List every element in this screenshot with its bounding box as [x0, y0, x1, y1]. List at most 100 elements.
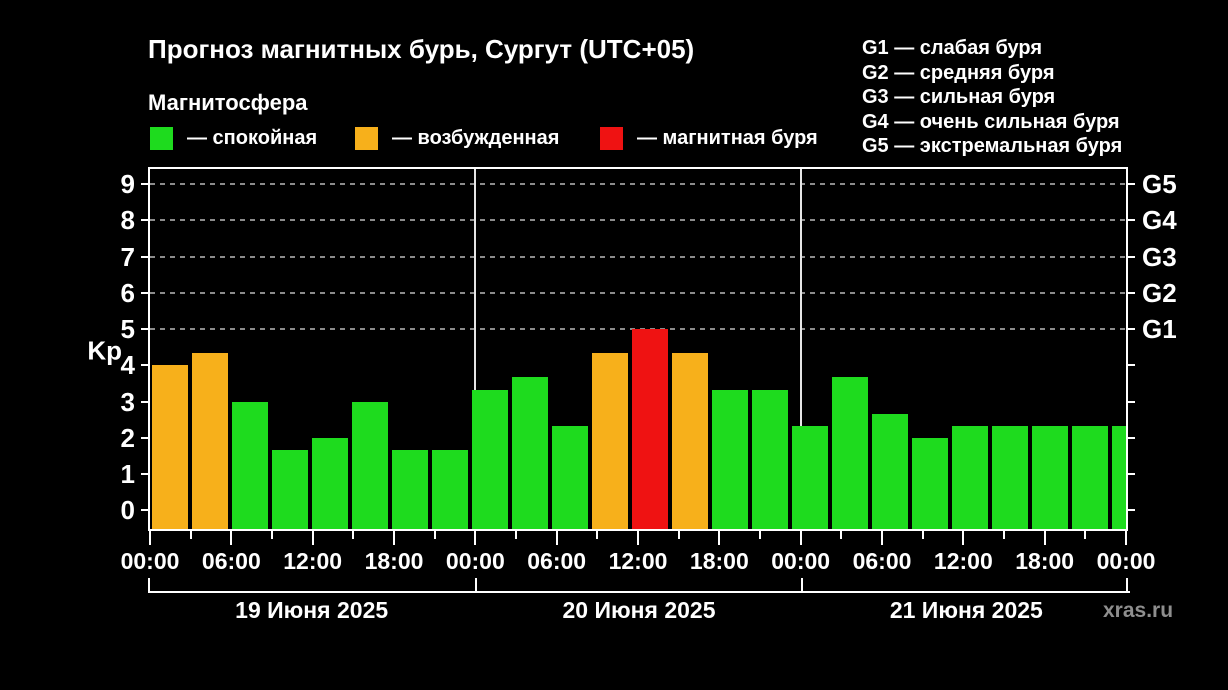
day-separator-line	[799, 169, 802, 531]
g-scale-label: G4	[1142, 205, 1177, 236]
x-axis-tick	[515, 531, 517, 539]
g-scale-legend: G1 — слабая буря G2 — средняя буря G3 — …	[862, 36, 1122, 159]
x-axis-tick	[433, 531, 436, 539]
gridline-kp-6	[150, 291, 1126, 294]
kp-bar	[152, 365, 188, 531]
x-axis-tick	[799, 531, 802, 545]
kp-bar	[952, 425, 988, 531]
kp-bar	[1112, 425, 1126, 531]
right-axis-tick	[1126, 436, 1135, 439]
bars-layer	[150, 169, 1126, 531]
right-axis-tick	[1126, 328, 1135, 331]
y-axis-tick	[141, 436, 150, 439]
kp-bar	[552, 425, 588, 531]
kp-bar	[472, 389, 508, 531]
x-axis-tick	[1003, 531, 1005, 539]
y-axis-tick	[141, 473, 150, 476]
y-axis-label: 0	[120, 495, 135, 526]
right-axis-tick	[1126, 255, 1135, 258]
x-axis-tick	[1125, 531, 1127, 545]
kp-bar	[592, 353, 628, 531]
y-axis-tick	[141, 400, 150, 403]
x-axis-tick	[759, 531, 761, 539]
right-axis-tick	[1126, 183, 1135, 186]
day-separator-line	[474, 169, 477, 531]
right-axis-tick	[1126, 364, 1135, 367]
x-axis-time-label: 06:00	[201, 548, 261, 574]
x-axis-time-label: 18:00	[689, 548, 749, 574]
y-axis-tick	[141, 219, 150, 222]
date-bracket-tick	[801, 578, 803, 591]
magnetosphere-label: Магнитосфера	[148, 90, 308, 115]
x-axis-time-label: 18:00	[1015, 548, 1075, 574]
legend-item-storm: — магнитная буря	[600, 127, 818, 150]
x-axis-tick	[311, 531, 314, 545]
legend-item-quiet: — спокойная	[150, 127, 317, 150]
chart-title: Прогноз магнитных бурь, Сургут (UTC+05)	[148, 34, 695, 64]
kp-bar	[272, 449, 308, 531]
x-axis-time-label: 12:00	[933, 548, 993, 574]
date-bracket-tick	[475, 578, 477, 591]
kp-bar	[312, 437, 348, 531]
y-axis-tick	[141, 183, 150, 186]
kp-bar	[432, 449, 468, 531]
x-axis-tick	[718, 531, 721, 545]
x-axis-tick	[271, 531, 273, 539]
y-axis-tick	[141, 364, 150, 367]
x-axis-tick	[962, 531, 965, 545]
x-axis-time-label: 00:00	[1096, 548, 1156, 574]
y-axis-tick	[141, 328, 150, 331]
x-axis-time-label: 18:00	[364, 548, 424, 574]
legend-item-unsettled: — возбужденная	[355, 127, 559, 150]
g-scale-label: G1	[1142, 314, 1177, 345]
y-axis-tick	[141, 509, 150, 512]
x-axis-time-label: 12:00	[608, 548, 668, 574]
x-axis-tick	[393, 531, 395, 545]
date-axis: 19 Июня 2025 20 Июня 2025 21 Июня 2025	[148, 597, 1130, 629]
gridline-kp-7	[150, 255, 1126, 258]
g-scale-legend-line: G1 — слабая буря	[862, 37, 1043, 59]
kp-bar	[392, 449, 428, 531]
x-axis-tick	[1043, 531, 1046, 545]
x-axis-time-label: 06:00	[852, 548, 912, 574]
y-axis-title: Kp	[87, 335, 122, 366]
legend-item-label: — возбужденная	[392, 127, 560, 149]
kp-bar	[792, 425, 828, 531]
plot-area: Kp 0 1 2 3 4 5 6 7 8 9 G1 G2 G3 G4 G5 00:00 06:00 12:00 18…	[87, 167, 1177, 574]
g-scale-label: G2	[1142, 277, 1177, 308]
kp-bar	[832, 377, 868, 531]
date-label: 19 Июня 2025	[235, 597, 389, 623]
x-axis-tick	[149, 531, 151, 545]
x-axis-tick	[881, 531, 883, 545]
x-axis-time-label: 00:00	[445, 548, 505, 574]
g-scale-label: G3	[1142, 241, 1177, 272]
x-axis-tick	[1084, 531, 1087, 539]
date-bracket-tick	[148, 578, 150, 591]
kp-bar	[632, 329, 668, 531]
y-axis-label: 3	[120, 386, 135, 417]
x-axis-tick	[596, 531, 599, 539]
y-axis-tick	[141, 291, 150, 294]
y-axis-tick	[141, 255, 150, 258]
unsettled-color-swatch	[355, 127, 378, 150]
y-axis-label: 4	[120, 350, 135, 381]
g-scale-legend-line: G4 — очень сильная буря	[862, 110, 1120, 133]
y-axis-label: 1	[120, 459, 135, 490]
kp-bar	[872, 413, 908, 531]
kp-bar	[192, 353, 228, 531]
kp-bar	[352, 401, 388, 531]
right-axis-tick	[1126, 219, 1135, 222]
x-axis-tick	[555, 531, 558, 545]
storm-color-swatch	[600, 127, 623, 150]
x-axis-tick	[230, 531, 233, 545]
kp-bar	[712, 389, 748, 531]
right-axis-tick	[1126, 400, 1135, 403]
quiet-color-swatch	[150, 127, 173, 150]
date-bracket-line	[148, 591, 1130, 593]
kp-bar	[1032, 425, 1068, 531]
g-scale-legend-line: G3 — сильная буря	[862, 86, 1056, 109]
g-scale-legend-line: G5 — экстремальная буря	[862, 135, 1123, 158]
legend-item-label: — магнитная буря	[637, 127, 818, 149]
date-bracket-tick	[1126, 578, 1128, 591]
kp-bar	[752, 389, 788, 531]
